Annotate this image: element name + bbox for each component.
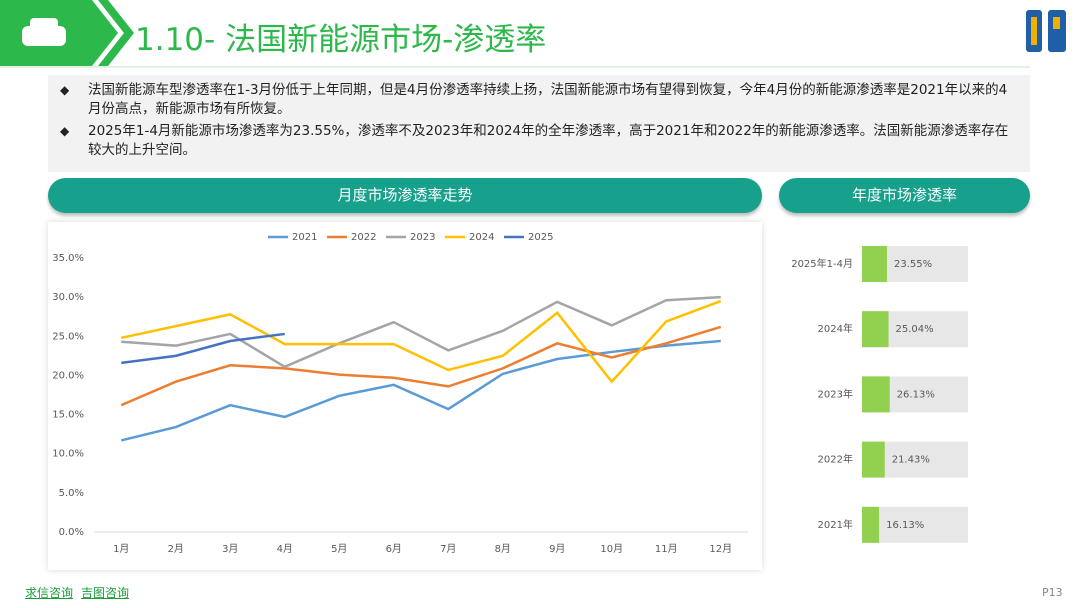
- bar-chart: 2025年1-4月 23.55% 2024年 25.04% 2023年 26.13% 202…: [791, 246, 968, 543]
- bar: [862, 311, 889, 348]
- value-label: 23.55%: [894, 259, 932, 270]
- x-tick-label: 1月: [113, 543, 129, 555]
- line-series: [121, 332, 285, 365]
- line-series: [121, 295, 721, 369]
- bullet: 法国新能源车型渗透率在1-3月份低于上年同期，但是4月份渗透率持续上扬，法国新能…: [60, 81, 1010, 119]
- legend-label: 2025: [528, 232, 553, 243]
- category-label: 2024年: [818, 322, 853, 335]
- y-tick-label: 30.0%: [52, 292, 84, 303]
- legend-label: 2022: [351, 232, 376, 243]
- bullet-box: 法国新能源车型渗透率在1-3月份低于上年同期，但是4月份渗透率持续上扬，法国新能…: [48, 75, 1030, 172]
- bar: [862, 506, 880, 543]
- category-label: 2025年1-4月: [791, 257, 853, 270]
- x-tick-label: 7月: [440, 543, 456, 555]
- legend-label: 2021: [292, 232, 317, 243]
- car-icon: [22, 26, 66, 46]
- line-series: [120, 299, 722, 384]
- footer-link[interactable]: 吉图咨询: [81, 586, 130, 600]
- x-tick-label: 3月: [222, 543, 238, 555]
- value-label: 16.13%: [886, 520, 924, 531]
- legend-label: 2023: [410, 232, 435, 243]
- category-label: 2021年: [818, 518, 853, 531]
- bar: [862, 246, 887, 282]
- x-tick-label: 5月: [331, 543, 347, 555]
- car-icon-top: [30, 18, 58, 30]
- logo-accent: [1053, 17, 1060, 29]
- category-label: 2023年: [818, 387, 853, 400]
- line-series: [120, 325, 722, 407]
- logo-right: [1048, 10, 1066, 52]
- y-tick-label: 0.0%: [59, 527, 84, 538]
- y-tick-label: 10.0%: [52, 449, 84, 460]
- page-number: P13: [1042, 586, 1063, 599]
- y-tick-label: 5.0%: [59, 488, 84, 499]
- bar-track: [862, 506, 968, 543]
- value-label: 26.13%: [897, 389, 935, 400]
- header-chevron: [98, 0, 134, 66]
- chart-title: 年度市场渗透率: [779, 178, 1030, 213]
- bar: [862, 376, 890, 413]
- x-tick-label: 8月: [495, 543, 511, 555]
- bullet: 2025年1-4月新能源市场渗透率为23.55%，渗透率不及2023年和2024…: [60, 122, 1010, 160]
- x-tick-label: 4月: [277, 543, 293, 555]
- line-chart: 0.0% 5.0% 10.0% 15.0% 20.0% 25.0% 30.0% 35.0% 1月…: [48, 222, 762, 570]
- y-tick-label: 25.0%: [52, 331, 84, 342]
- y-tick-label: 35.0%: [52, 253, 84, 264]
- logo-accent: [1031, 17, 1037, 45]
- x-tick-label: 10月: [600, 543, 623, 555]
- value-label: 25.04%: [896, 324, 934, 335]
- x-tick-label: 6月: [386, 543, 402, 555]
- category-label: 2022年: [818, 453, 853, 466]
- footer-link[interactable]: 求信咨询: [25, 586, 74, 600]
- header-graphic: [0, 0, 1066, 68]
- line-series: [120, 339, 721, 442]
- x-tick-label: 11月: [655, 543, 678, 555]
- y-tick-label: 15.0%: [52, 410, 84, 421]
- legend-label: 2024: [469, 232, 494, 243]
- chart-title: 月度市场渗透率走势: [48, 178, 762, 213]
- y-tick-label: 20.0%: [52, 370, 84, 381]
- bar: [862, 441, 885, 478]
- x-tick-label: 2月: [168, 543, 184, 555]
- x-tick-label: 12月: [709, 543, 732, 555]
- slide-title: 1.10- 法国新能源市场-渗透率: [135, 22, 547, 58]
- x-tick-label: 9月: [549, 543, 565, 555]
- value-label: 21.43%: [892, 455, 930, 466]
